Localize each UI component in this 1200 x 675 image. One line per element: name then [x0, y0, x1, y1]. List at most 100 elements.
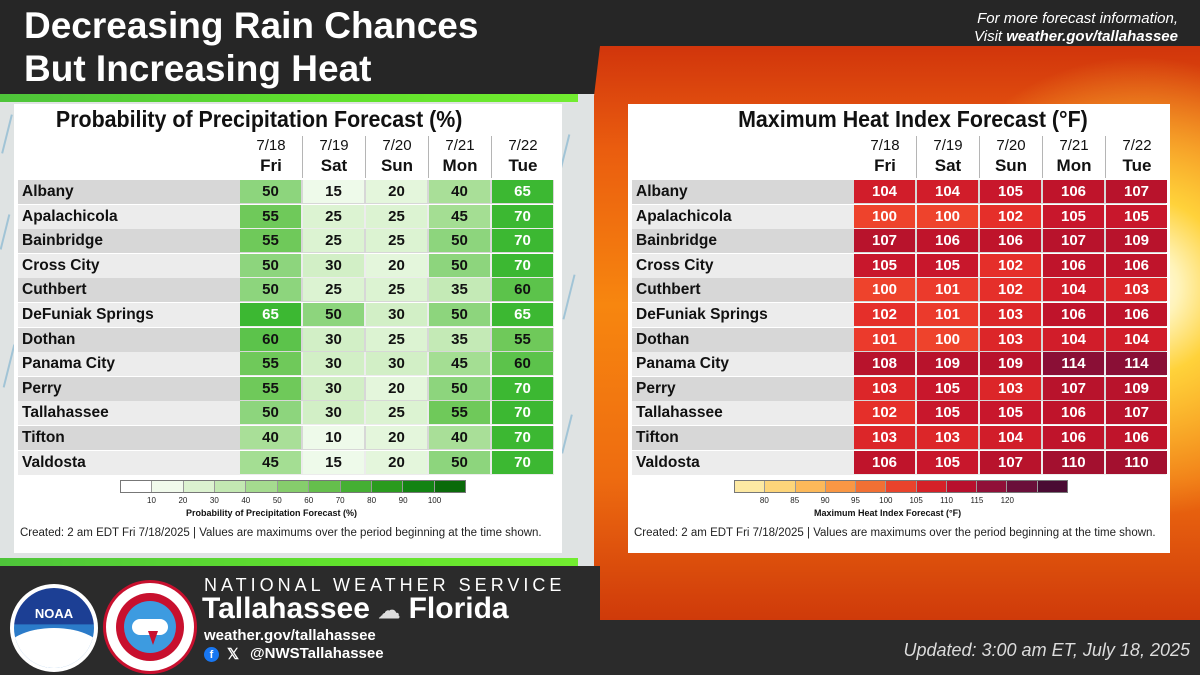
- heat-legend-swatch: [735, 481, 766, 492]
- pop-value-cell: 50: [429, 229, 490, 253]
- heat-legend-tick: 85: [790, 496, 800, 505]
- office-city: Tallahassee: [202, 592, 370, 625]
- pop-legend-tick: 10: [147, 496, 156, 505]
- pop-day-date: 7/20: [382, 137, 412, 154]
- pop-value-cell: 30: [303, 327, 364, 351]
- heat-value-cell: 106: [1106, 303, 1167, 326]
- heat-legend-tick: 100: [879, 496, 893, 505]
- heat-legend-tick: 105: [909, 496, 923, 505]
- heat-day-header: 7/22 Tue: [1106, 136, 1168, 177]
- pop-column-separator: [302, 136, 303, 178]
- pop-value-cell: 70: [492, 253, 553, 277]
- x-twitter-icon[interactable]: 𝕏: [227, 646, 240, 663]
- heat-value-cell: 109: [980, 352, 1041, 376]
- pop-value-cell: 70: [492, 450, 553, 474]
- pop-day-of-week: Sun: [380, 156, 414, 175]
- more-info-text: For more forecast information, Visit wea…: [974, 10, 1178, 46]
- pop-value-cell: 60: [240, 327, 301, 351]
- pop-value-cell: 70: [492, 204, 553, 228]
- pop-table-row: Tallahassee 50 30 25 55 70: [18, 401, 554, 426]
- social-handle[interactable]: @NWSTallahassee: [250, 645, 384, 662]
- nws-label: NATIONAL WEATHER SERVICE: [204, 575, 566, 595]
- heat-table-row: Albany 104 104 105 106 107: [632, 180, 1167, 204]
- pop-legend-swatch: [152, 481, 184, 492]
- heat-value-cell: 104: [1043, 278, 1104, 302]
- heat-legend-swatch: [977, 481, 1008, 492]
- pop-table-row: Albany 50 15 20 40 65: [18, 180, 554, 204]
- heat-value-cell: 100: [917, 327, 978, 351]
- heat-value-cell: 106: [1043, 253, 1104, 277]
- more-info-prefix: Visit: [974, 28, 1007, 45]
- more-info-link[interactable]: weather.gov/tallahassee: [1006, 28, 1178, 45]
- office-state: Florida: [408, 592, 509, 625]
- heat-value-cell: 107: [854, 229, 915, 253]
- pop-column-separator: [491, 136, 492, 178]
- pop-value-cell: 50: [429, 303, 490, 326]
- heat-value-cell: 104: [917, 180, 978, 203]
- pop-value-cell: 45: [429, 204, 490, 228]
- footer-bar: [0, 566, 600, 675]
- heat-value-cell: 107: [1106, 180, 1167, 203]
- facebook-icon[interactable]: f: [204, 647, 219, 662]
- heat-table-row: Bainbridge 107 106 106 107 109: [632, 229, 1167, 254]
- pop-value-cell: 25: [303, 229, 364, 253]
- heat-value-cell: 101: [854, 327, 915, 351]
- heat-day-of-week: Tue: [1122, 156, 1152, 175]
- office-website-link[interactable]: weather.gov/tallahassee: [204, 627, 376, 644]
- pop-value-cell: 55: [240, 352, 301, 376]
- graphic-title: Decreasing Rain Chances But Increasing H…: [24, 4, 478, 90]
- heat-value-cell: 105: [980, 180, 1041, 203]
- heat-value-cell: 103: [1106, 278, 1167, 302]
- heat-table-row: Panama City 108 109 109 114 114: [632, 352, 1167, 377]
- heat-legend-swatch: [1037, 481, 1067, 492]
- heat-column-separator: [1105, 136, 1106, 178]
- heat-table-row: Dothan 101 100 103 104 104: [632, 327, 1167, 352]
- heat-value-cell: 106: [1106, 426, 1167, 449]
- heat-value-cell: 103: [854, 426, 915, 449]
- heat-legend-tick: 95: [851, 496, 860, 505]
- pop-value-cell: 55: [492, 327, 553, 351]
- pop-value-cell: 25: [303, 204, 364, 228]
- heat-day-date: 7/21: [1059, 137, 1089, 154]
- heat-table-row: Tallahassee 102 105 105 106 107: [632, 401, 1167, 426]
- pop-legend-tick: 60: [304, 496, 314, 505]
- pop-value-cell: 30: [366, 352, 427, 376]
- heat-day-date: 7/18: [870, 137, 900, 154]
- heat-value-cell: 106: [1043, 180, 1104, 203]
- pop-value-cell: 30: [303, 253, 364, 277]
- pop-legend-swatch: [215, 481, 247, 492]
- pop-table-row: DeFuniak Springs 65 50 30 50 65: [18, 303, 554, 327]
- heat-value-cell: 105: [854, 253, 915, 277]
- pop-legend-tick: 30: [209, 496, 219, 505]
- pop-day-header: 7/19 Sat: [303, 136, 365, 177]
- pop-day-of-week: Tue: [508, 156, 538, 175]
- pop-day-date: 7/19: [319, 137, 349, 154]
- heat-legend-swatch: [825, 481, 857, 492]
- green-accent-band-bottom: [0, 558, 578, 566]
- heat-value-cell: 100: [854, 278, 915, 302]
- green-accent-band-top: [0, 94, 578, 102]
- pop-table-row: Apalachicola 55 25 25 45 70: [18, 204, 554, 229]
- heat-value-cell: 102: [980, 253, 1041, 277]
- pop-value-cell: 40: [240, 426, 301, 449]
- heat-table-row: Valdosta 106 105 107 110 110: [632, 450, 1167, 475]
- noaa-logo: NOAA: [10, 584, 98, 672]
- pop-value-cell: 35: [429, 278, 490, 302]
- heat-legend-swatch: [1007, 481, 1038, 492]
- pop-value-cell: 25: [366, 204, 427, 228]
- heat-value-cell: 102: [980, 278, 1041, 302]
- pop-value-cell: 70: [492, 401, 553, 425]
- pop-value-cell: 70: [492, 376, 553, 400]
- heat-value-cell: 106: [1106, 253, 1167, 277]
- pop-value-cell: 50: [240, 278, 301, 302]
- heat-day-date: 7/22: [1122, 137, 1152, 154]
- pop-legend-swatch: [277, 481, 310, 492]
- heat-value-cell: 106: [1043, 401, 1104, 425]
- pop-value-cell: 55: [240, 229, 301, 253]
- heat-legend-tick: 90: [820, 496, 830, 505]
- pop-table-row: Tifton 40 10 20 40 70: [18, 426, 554, 450]
- heat-legend-swatch: [795, 481, 826, 492]
- heat-value-cell: 114: [1106, 352, 1167, 376]
- heat-panel-title: Maximum Heat Index Forecast (°F): [738, 106, 1088, 132]
- heat-value-cell: 103: [854, 376, 915, 400]
